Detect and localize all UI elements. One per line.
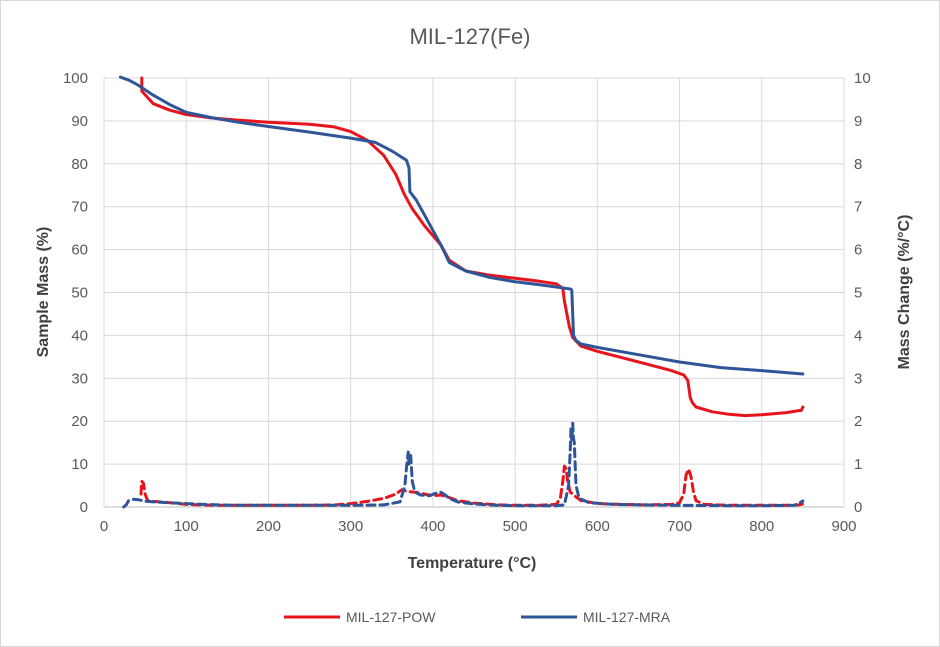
y2-tick-label: 3	[854, 370, 862, 387]
y2-tick-label: 4	[854, 327, 862, 344]
x-tick-label: 500	[503, 518, 528, 535]
y-tick-label: 20	[71, 413, 88, 430]
x-tick-label: 200	[256, 518, 281, 535]
y-tick-label: 50	[71, 285, 88, 302]
legend: MIL-127-POW MIL-127-MRA	[284, 609, 671, 625]
legend-label: MIL-127-MRA	[583, 609, 671, 625]
x-tick-label: 0	[100, 518, 108, 535]
y2-tick-label: 2	[854, 413, 862, 430]
series-lines	[118, 75, 805, 509]
y-tick-label: 90	[71, 113, 88, 130]
y2-axis-title: Mass Change (%/°C)	[896, 215, 913, 370]
y2-tick-label: 9	[854, 113, 862, 130]
y2-tick-label: 5	[854, 285, 862, 302]
y2-tick-label: 6	[854, 242, 862, 259]
y2-tick-label: 1	[854, 456, 862, 473]
x-tick-label: 900	[831, 518, 856, 535]
x-tick-label: 100	[174, 518, 199, 535]
chart-title: MIL-127(Fe)	[409, 24, 530, 49]
mil-127-mra-mass-line	[118, 75, 805, 376]
y2-tick-label: 8	[854, 156, 862, 173]
x-tick-label: 400	[420, 518, 445, 535]
x-tick-label: 600	[585, 518, 610, 535]
y2-tick-label: 10	[854, 70, 871, 87]
mil-127-pow-rate-line	[139, 464, 805, 507]
y-axis-title: Sample Mass (%)	[35, 227, 52, 358]
y-tick-label: 70	[71, 199, 88, 216]
tick-labels: 0 100 200 300 400 500 600 700 800 900010203040506…	[63, 70, 871, 535]
y-tick-label: 10	[71, 456, 88, 473]
gridlines	[104, 77, 845, 507]
x-tick-label: 700	[667, 518, 692, 535]
mil-127-mra-rate-line	[122, 421, 805, 509]
y-tick-label: 80	[71, 156, 88, 173]
y2-tick-label: 7	[854, 199, 862, 216]
mil-127-pow-mass-line	[140, 76, 805, 418]
y-tick-label: 60	[71, 242, 88, 259]
y-tick-label: 40	[71, 327, 88, 344]
y2-tick-label: 0	[854, 499, 862, 516]
x-tick-label: 300	[338, 518, 363, 535]
axes	[103, 78, 844, 508]
y-tick-label: 100	[63, 70, 88, 87]
x-tick-label: 800	[749, 518, 774, 535]
x-axis-title: Temperature (°C)	[408, 555, 537, 572]
y-tick-label: 0	[80, 499, 88, 516]
y-tick-label: 30	[71, 370, 88, 387]
legend-label: MIL-127-POW	[346, 609, 436, 625]
